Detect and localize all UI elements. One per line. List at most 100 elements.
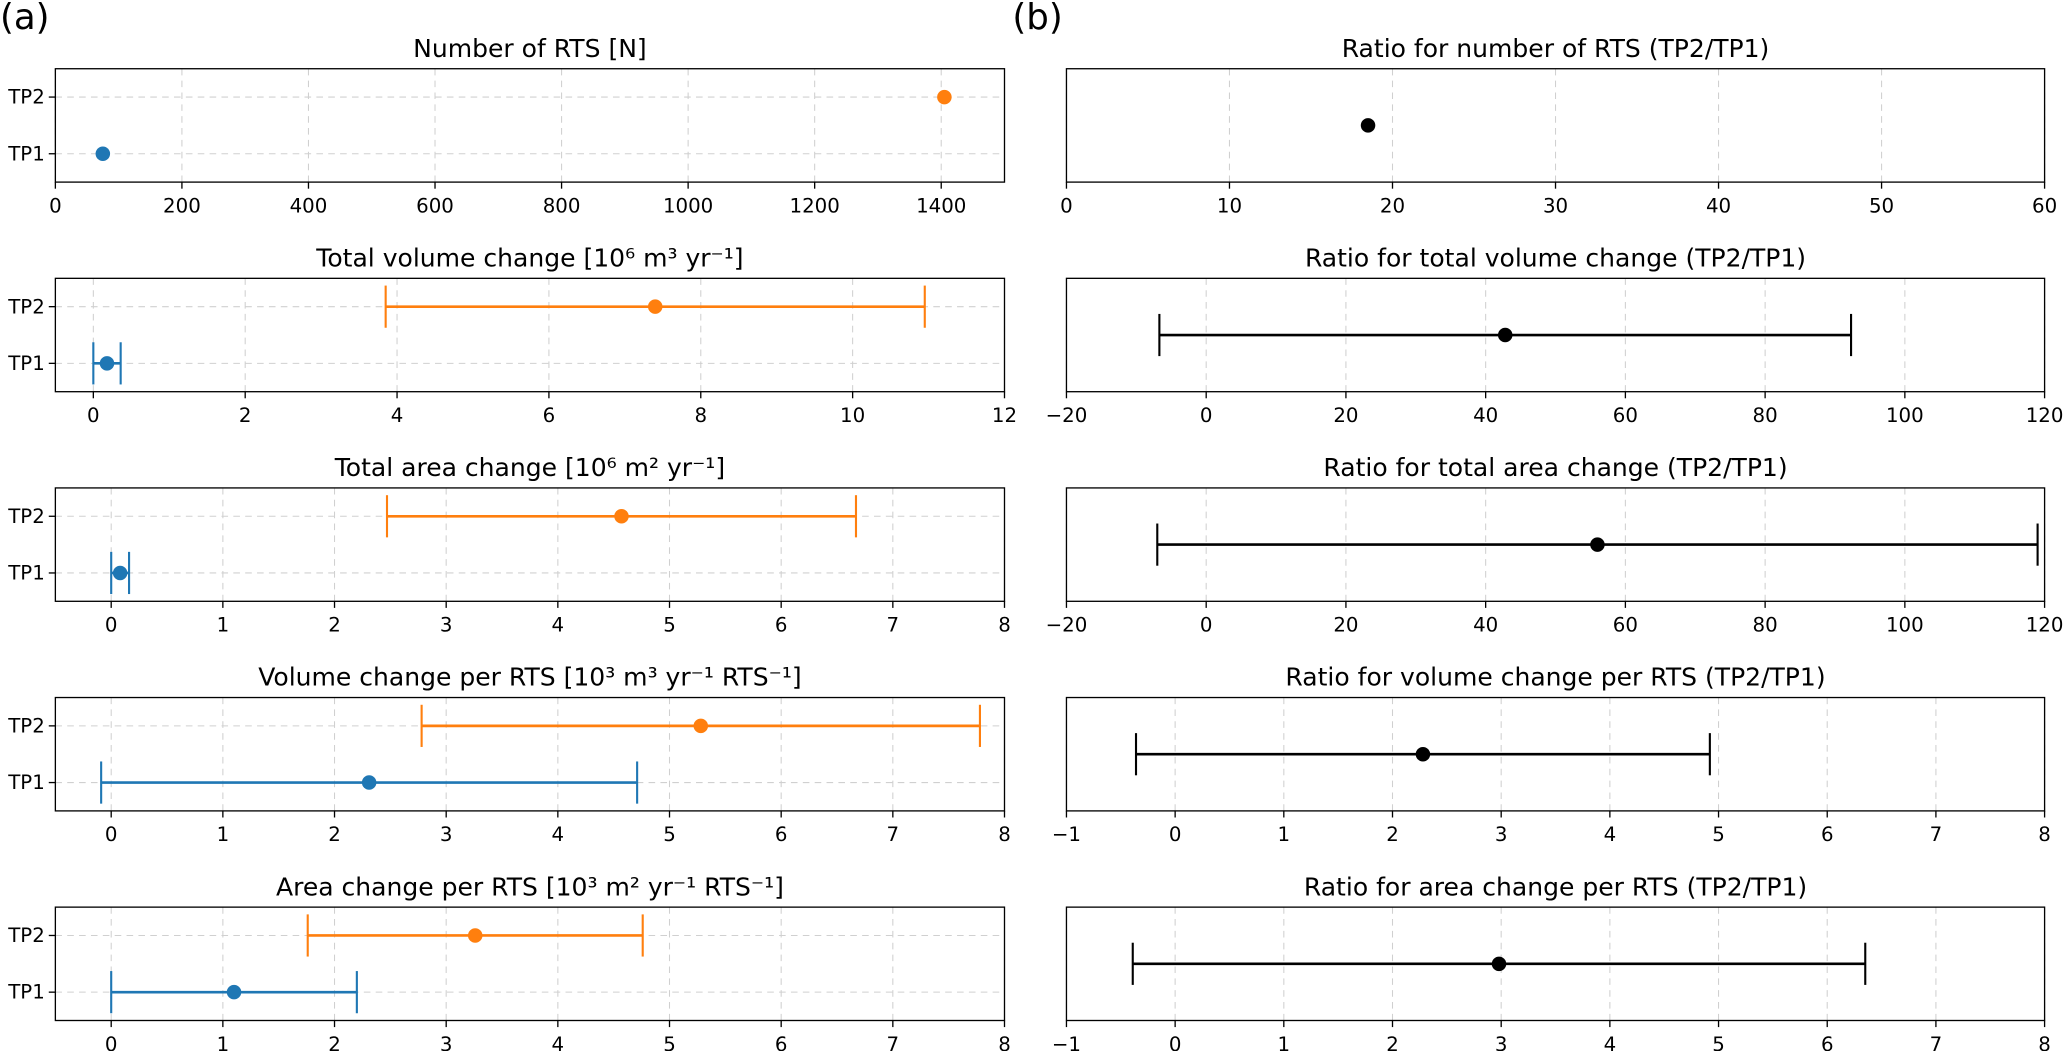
subplot: Area change per RTS [10³ m² yr⁻¹ RTS⁻¹] 0…: [7, 872, 1011, 1051]
x-tick-label: 7: [887, 614, 900, 637]
x-tick-label: 0: [105, 1033, 118, 1051]
chart-title: Ratio for volume change per RTS (TP2/TP1…: [1285, 663, 1825, 692]
x-tick-label: 1200: [790, 194, 840, 217]
x-tick-label: 8: [694, 404, 707, 427]
point: [1590, 537, 1605, 552]
x-tick-label: 6: [775, 614, 788, 637]
chart-title: Number of RTS [N]: [413, 34, 647, 63]
axes-frame: [54, 277, 1006, 393]
y-tick-label: TP2: [7, 295, 45, 318]
point: [95, 146, 111, 162]
x-tick-label: 20: [1333, 404, 1358, 427]
y-tick-label: TP2: [7, 505, 45, 528]
x-tick-label: 8: [2038, 1033, 2051, 1051]
subplot: Ratio for total volume change (TP2/TP1) −…: [1046, 243, 2064, 427]
point: [693, 718, 709, 734]
y-tick-label: TP1: [7, 981, 45, 1004]
axes-frame: [1065, 68, 2046, 183]
x-tick-label: −1: [1052, 1033, 1081, 1051]
axes-frame: [1065, 487, 2046, 602]
x-tick-label: 2: [328, 614, 341, 637]
x-tick-label: 0: [1200, 404, 1213, 427]
x-tick-label: 40: [1706, 194, 1731, 217]
x-tick-label: 4: [552, 823, 565, 846]
x-tick-label: 800: [543, 194, 581, 217]
chart-title: Ratio for number of RTS (TP2/TP1): [1342, 34, 1770, 63]
x-tick-label: 1: [217, 614, 230, 637]
subplot: Ratio for number of RTS (TP2/TP1) 0 10 20 30…: [1060, 34, 2057, 218]
x-tick-label: 5: [1712, 823, 1725, 846]
x-tick-label: 8: [998, 1033, 1011, 1051]
point: [1415, 746, 1431, 762]
x-tick-label: 5: [663, 823, 676, 846]
y-tick-label: TP1: [7, 771, 45, 794]
x-tick-label: 600: [416, 194, 454, 217]
point: [226, 984, 242, 1000]
x-tick-label: 60: [2032, 194, 2057, 217]
x-tick-label: 30: [1543, 194, 1568, 217]
x-tick-label: 3: [440, 614, 453, 637]
x-tick-label: 1: [1278, 823, 1291, 846]
y-tick-label: TP2: [7, 714, 45, 737]
x-tick-label: 5: [663, 1033, 676, 1051]
chart-title: Volume change per RTS [10³ m³ yr⁻¹ RTS⁻¹…: [258, 663, 801, 692]
chart-title: Area change per RTS [10³ m² yr⁻¹ RTS⁻¹]: [276, 872, 784, 901]
x-tick-label: 120: [2026, 404, 2064, 427]
point: [614, 509, 629, 524]
x-tick-label: 20: [1380, 194, 1405, 217]
axes-frame: [1065, 906, 2046, 1022]
x-tick-label: 0: [105, 823, 118, 846]
x-tick-label: −20: [1046, 404, 1088, 427]
panel-label: (a): [0, 0, 50, 38]
point: [99, 356, 115, 371]
x-tick-label: 4: [1604, 1033, 1617, 1051]
x-tick-label: 3: [440, 823, 453, 846]
point: [647, 299, 663, 314]
x-tick-label: −20: [1046, 614, 1088, 637]
x-tick-label: 7: [887, 1033, 900, 1051]
x-tick-label: 4: [1604, 823, 1617, 846]
subplot: Number of RTS [N] 0 200 400 600 800 1000 1200 14…: [7, 34, 1006, 217]
x-tick-label: 120: [2026, 614, 2064, 637]
x-tick-label: 1: [1278, 1033, 1291, 1051]
point: [937, 89, 952, 105]
x-tick-label: 20: [1333, 614, 1358, 637]
x-tick-label: 4: [552, 1033, 565, 1051]
x-tick-label: 4: [391, 404, 404, 427]
point: [1497, 327, 1513, 343]
x-tick-label: 0: [87, 404, 100, 427]
x-tick-label: 40: [1473, 404, 1498, 427]
x-tick-label: 0: [1169, 823, 1182, 846]
x-tick-label: 1: [217, 823, 230, 846]
point: [361, 775, 377, 790]
subplot: Total area change [10⁶ m² yr⁻¹] 0 1 2 3 4 5 6 7 8…: [7, 453, 1011, 637]
x-tick-label: 5: [1712, 1033, 1725, 1051]
subplot: Ratio for total area change (TP2/TP1) −20…: [1046, 453, 2064, 637]
x-tick-label: 8: [998, 614, 1011, 637]
x-tick-label: 2: [1386, 823, 1399, 846]
chart-title: Total volume change [10⁶ m³ yr⁻¹]: [315, 243, 743, 272]
x-tick-label: 6: [775, 1033, 788, 1051]
y-tick-label: TP1: [7, 352, 45, 375]
subplot: Ratio for volume change per RTS (TP2/TP1…: [1052, 663, 2051, 847]
x-tick-label: 60: [1613, 404, 1638, 427]
x-tick-label: 1400: [916, 194, 966, 217]
point: [467, 928, 483, 943]
x-tick-label: 100: [1886, 614, 1924, 637]
chart-title: Ratio for area change per RTS (TP2/TP1): [1304, 872, 1807, 901]
y-tick-label: TP2: [7, 924, 45, 947]
x-tick-label: 1000: [663, 194, 713, 217]
point: [1360, 118, 1376, 133]
x-tick-label: 6: [1821, 1033, 1834, 1051]
point: [112, 565, 128, 581]
x-tick-label: 2: [328, 823, 341, 846]
x-tick-label: 0: [1200, 614, 1213, 637]
x-tick-label: 6: [1821, 823, 1834, 846]
x-tick-label: 2: [328, 1033, 341, 1051]
x-tick-label: 40: [1473, 614, 1498, 637]
y-tick-label: TP1: [7, 142, 45, 165]
x-tick-label: 8: [2038, 823, 2051, 846]
x-tick-label: 3: [1495, 823, 1508, 846]
x-tick-label: 4: [552, 614, 565, 637]
x-tick-label: 60: [1613, 614, 1638, 637]
